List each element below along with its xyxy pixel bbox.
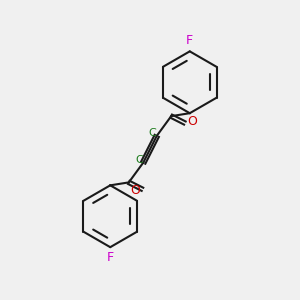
Text: C: C <box>148 128 156 138</box>
Text: O: O <box>130 184 140 197</box>
Text: O: O <box>187 115 197 128</box>
Text: C: C <box>135 155 143 165</box>
Text: F: F <box>107 251 114 264</box>
Text: F: F <box>186 34 193 47</box>
